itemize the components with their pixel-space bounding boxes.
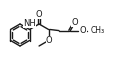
Text: O: O [71,18,78,27]
Text: NH: NH [23,18,36,28]
Text: CH₃: CH₃ [90,26,104,35]
Text: O: O [36,10,42,19]
Text: O: O [46,36,52,45]
Text: O: O [80,26,86,35]
